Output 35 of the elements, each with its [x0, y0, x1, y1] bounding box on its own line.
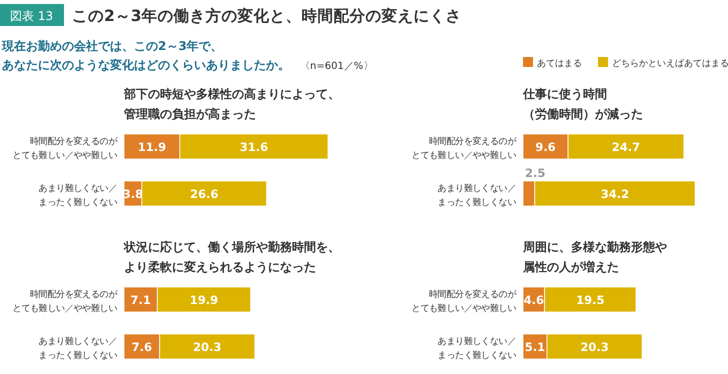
y-tick-label: 時間配分を変えるのがとても難しい／やや難しい	[12, 289, 118, 314]
chart-title: 状況に応じて、働く場所や勤務時間を、より柔軟に変えられるようになった	[123, 240, 340, 274]
data-label: 19.9	[190, 293, 218, 307]
data-label: 20.3	[193, 340, 222, 354]
data-label: 19.5	[576, 293, 604, 307]
data-label: 11.9	[138, 140, 166, 154]
chart-title: この2～3年の働き方の変化と、時間配分の変えにくさ	[72, 6, 462, 25]
data-label: 5.1	[524, 340, 546, 354]
y-tick-label: あまり難しくない／まったく難しくない	[438, 336, 516, 361]
y-tick-label: 時間配分を変えるのがとても難しい／やや難しい	[412, 289, 518, 314]
data-label: 2.5	[525, 166, 546, 180]
legend-label: あてはまる	[537, 59, 582, 69]
legend-item: どちらかといえばあてはまる	[598, 57, 728, 69]
data-label: 7.1	[130, 293, 151, 307]
text: 現在お勤めの会社では、この2～3年で、あなたに次のような変化はどのくらいありましたか。	[1, 39, 290, 72]
data-label: 34.2	[600, 187, 630, 201]
data-label: 9.6	[535, 140, 556, 154]
data-label: 20.3	[580, 340, 609, 354]
y-tick-label: 時間配分を変えるのがとても難しい／やや難しい	[12, 136, 118, 161]
chart-title: 周囲に、多様な勤務形態や属性の人が増えた	[522, 240, 667, 274]
chart-title: 仕事に使う時間（労働時間）が減った	[522, 87, 643, 121]
text: 〈n=601／%〉	[300, 61, 374, 72]
y-tick-label: あまり難しくない／まったく難しくない	[38, 183, 118, 208]
y-tick-label: あまり難しくない／まったく難しくない	[438, 183, 516, 208]
data-label: 24.7	[612, 140, 640, 154]
legend-label: どちらかといえばあてはまる	[612, 58, 728, 69]
data-label: 7.6	[132, 340, 152, 354]
data-label: 4.6	[524, 293, 544, 307]
badge: 図表 13	[0, 4, 64, 26]
data-label: 26.6	[190, 187, 218, 201]
chart-subtitle: 部下の時短や多様性の高まりによって、管理職の負担が高まった	[123, 87, 340, 121]
y-tick-label: あまり難しくない／まったく難しくない	[38, 336, 118, 361]
y-tick-label: 時間配分を変えるのがとても難しい／やや難しい	[412, 136, 518, 161]
data-label: 31.6	[240, 140, 268, 154]
legend-item: あてはまる	[523, 57, 582, 69]
